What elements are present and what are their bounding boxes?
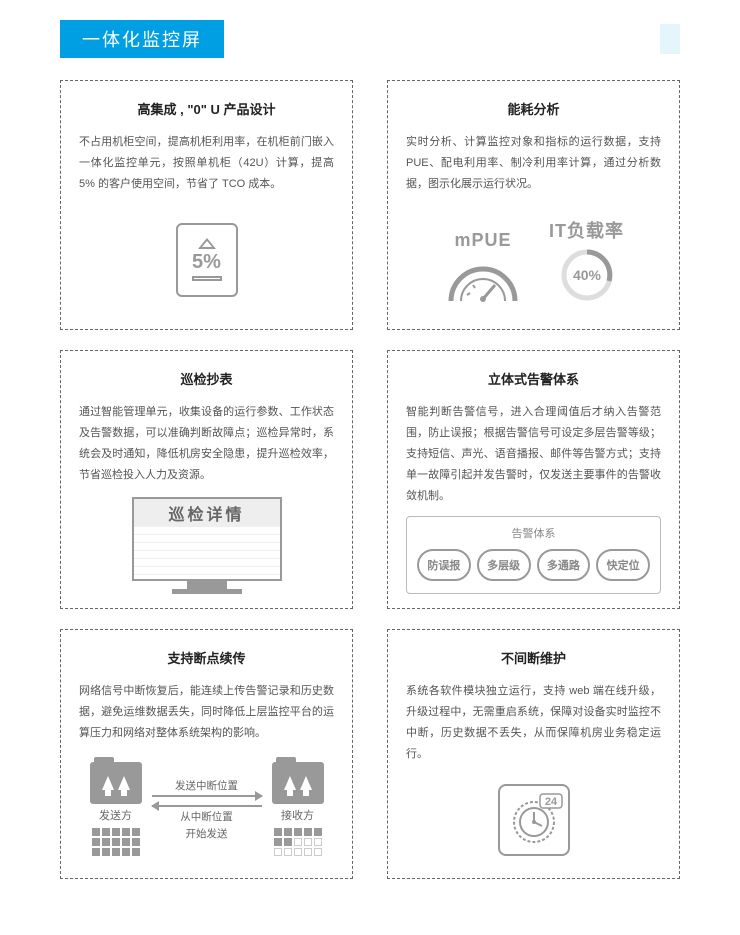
card-graphic: 巡检详情: [79, 496, 334, 595]
alarm-system-box: 告警体系 防误报 多层级 多通路 快定位: [406, 516, 661, 594]
card-graphic: 5%: [79, 205, 334, 315]
card-desc: 系统各软件模块独立运行，支持 web 端在线升级，升级过程中，无需重启系统，保障…: [406, 681, 661, 765]
card-title: 立体式告警体系: [406, 369, 661, 388]
page-header: 一体化监控屏: [60, 20, 680, 58]
feature-card: 高集成 , "0" U 产品设计 不占用机柜空间，提高机柜利用率，在机柜前门嵌入…: [60, 80, 353, 330]
card-title: 高集成 , "0" U 产品设计: [79, 99, 334, 118]
card-graphic: 发送方 发送中断位置 从中断位置 开始发送 接收方: [79, 754, 334, 864]
feature-card: 支持断点续传 网络信号中断恢复后，能连续上传告警记录和历史数据，避免运维数据丢失…: [60, 629, 353, 879]
card-title: 支持断点续传: [79, 648, 334, 667]
sender-label: 发送方: [99, 807, 132, 823]
percent-up-icon: 5%: [176, 223, 238, 297]
card-title: 巡检抄表: [79, 369, 334, 388]
tab-marker: [660, 24, 680, 54]
folder-receiver-icon: [272, 762, 324, 804]
percent-value: 5%: [192, 251, 221, 274]
clock-24-icon: 24: [498, 784, 570, 856]
data-blocks-full-icon: [92, 828, 140, 856]
folder-sender-icon: [90, 762, 142, 804]
card-title: 能耗分析: [406, 99, 661, 118]
alarm-pill: 多层级: [477, 549, 531, 581]
card-desc: 智能判断告警信号，进入合理阈值后才纳入告警范围，防止误报；根据告警信号可设定多层…: [406, 402, 661, 506]
alarm-box-title: 告警体系: [417, 525, 650, 541]
transfer-mid-label-1: 从中断位置: [180, 809, 233, 824]
monitor-screen-title: 巡检详情: [134, 499, 280, 527]
transfer-top-label: 发送中断位置: [175, 778, 238, 793]
svg-text:24: 24: [544, 796, 557, 808]
transfer-diagram: 发送方 发送中断位置 从中断位置 开始发送 接收方: [79, 762, 334, 856]
transfer-mid-label-2: 开始发送: [186, 826, 228, 841]
feature-card: 立体式告警体系 智能判断告警信号，进入合理阈值后才纳入告警范围，防止误报；根据告…: [387, 350, 680, 609]
feature-grid: 高集成 , "0" U 产品设计 不占用机柜空间，提高机柜利用率，在机柜前门嵌入…: [60, 80, 680, 879]
page-title: 一体化监控屏: [60, 20, 224, 58]
card-title: 不间断维护: [406, 648, 661, 667]
gauge-label-left: mPUE: [454, 230, 511, 251]
alarm-pill: 防误报: [417, 549, 471, 581]
card-graphic: 告警体系 防误报 多层级 多通路 快定位: [406, 516, 661, 594]
donut-gauge-icon: 40%: [554, 247, 620, 303]
monitor-icon: 巡检详情: [132, 497, 282, 594]
gauge-value: 40%: [572, 267, 601, 283]
receiver-label: 接收方: [281, 807, 314, 823]
card-desc: 不占用机柜空间，提高机柜利用率，在机柜前门嵌入一体化监控单元，按照单机柜（42U…: [79, 132, 334, 195]
feature-card: 能耗分析 实时分析、计算监控对象和指标的运行数据，支持 PUE、配电利用率、制冷…: [387, 80, 680, 330]
speedometer-icon: [443, 255, 523, 303]
feature-card: 巡检抄表 通过智能管理单元，收集设备的运行参数、工作状态及告警数据，可以准确判断…: [60, 350, 353, 609]
card-desc: 网络信号中断恢复后，能连续上传告警记录和历史数据，避免运维数据丢失，同时降低上层…: [79, 681, 334, 744]
card-graphic: 24: [406, 775, 661, 864]
alarm-pill: 多通路: [537, 549, 591, 581]
alarm-pill: 快定位: [596, 549, 650, 581]
card-graphic: mPUE IT负载率 40%: [406, 205, 661, 315]
gauge-label-right: IT负载率: [549, 217, 624, 243]
feature-card: 不间断维护 系统各软件模块独立运行，支持 web 端在线升级，升级过程中，无需重…: [387, 629, 680, 879]
card-desc: 实时分析、计算监控对象和指标的运行数据，支持 PUE、配电利用率、制冷利用率计算…: [406, 132, 661, 195]
data-blocks-partial-icon: [274, 828, 322, 856]
arrow-left-icon: [152, 805, 262, 807]
card-desc: 通过智能管理单元，收集设备的运行参数、工作状态及告警数据，可以准确判断故障点；巡…: [79, 402, 334, 486]
arrow-right-icon: [152, 795, 262, 797]
